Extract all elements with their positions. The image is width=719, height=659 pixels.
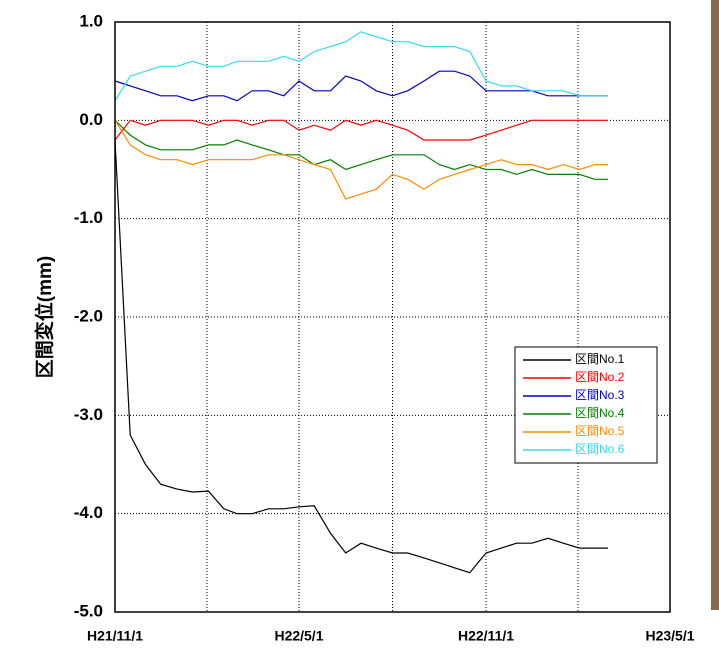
legend-label: 区間No.6 [575,442,625,456]
y-tick-label: 0.0 [79,110,103,129]
y-tick-label: 1.0 [79,11,103,30]
y-tick-label: -4.0 [74,503,103,522]
legend-label: 区間No.5 [575,424,625,438]
series-line [114,119,608,200]
series-line [114,119,608,180]
y-tick-label: -2.0 [74,306,103,325]
y-tick-label: -5.0 [74,601,103,620]
legend-label: 区間No.3 [575,388,625,402]
plot-frame [114,21,671,613]
y-tick-label: -3.0 [74,405,103,424]
legend-label: 区間No.4 [575,406,625,420]
legend-box [514,346,658,464]
x-tick-label: H22/11/1 [458,628,514,644]
series-line [114,139,608,574]
x-tick-label: H23/5/1 [645,628,694,644]
y-axis-label: 区間変位(mm) [33,256,56,378]
series-line [114,31,608,102]
y-tick-label: -1.0 [74,208,103,227]
photo-edge [711,0,719,610]
legend-label: 区間No.1 [575,352,625,366]
series-line [114,70,608,102]
x-tick-label: H21/11/1 [87,628,143,644]
x-tick-label: H22/5/1 [274,628,323,644]
series-line [114,119,608,141]
legend-label: 区間No.2 [575,370,625,384]
